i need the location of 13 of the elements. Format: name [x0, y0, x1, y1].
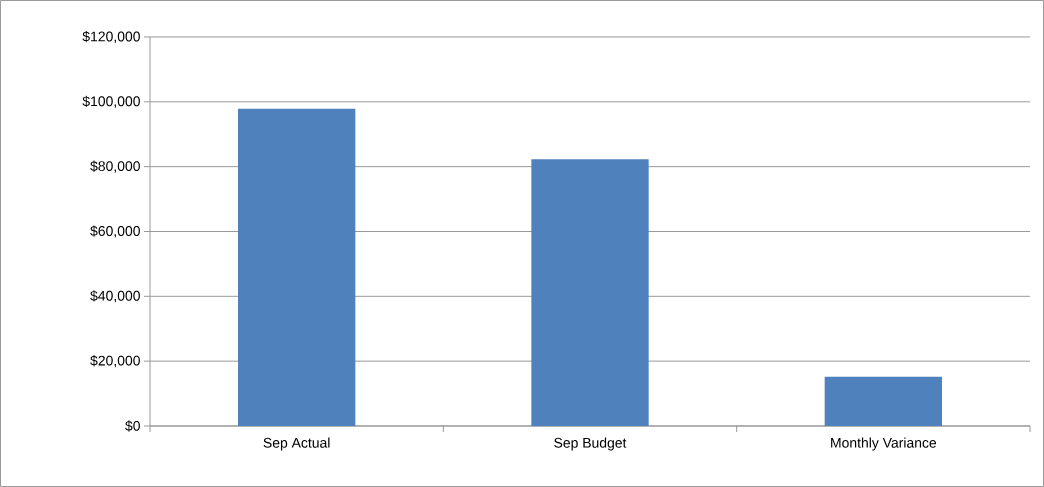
y-tick-label: $100,000 — [82, 95, 140, 108]
y-tick-label: $80,000 — [90, 160, 140, 173]
x-tick-label: Monthly Variance — [831, 437, 937, 451]
y-tick-label: $120,000 — [82, 30, 140, 44]
bar — [824, 376, 943, 426]
x-tick-label: Sep Actual — [263, 437, 330, 451]
x-tick-label: Sep Budget — [554, 437, 627, 451]
y-tick-label: $0 — [125, 420, 140, 432]
bar — [531, 159, 649, 426]
y-tick-label: $40,000 — [90, 290, 140, 303]
bar — [238, 108, 356, 426]
y-tick-label: $20,000 — [90, 355, 140, 368]
y-tick-label: $60,000 — [90, 225, 140, 238]
